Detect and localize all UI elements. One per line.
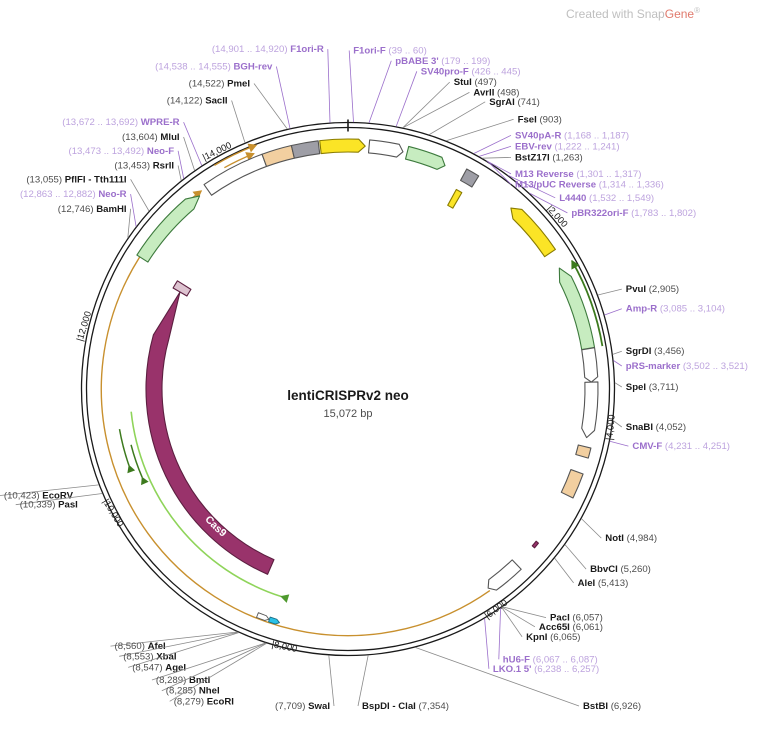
svg-text:M13 Reverse (1,301 .. 1,317): M13 Reverse (1,301 .. 1,317) — [515, 168, 641, 179]
svg-text:SnaBI (4,052): SnaBI (4,052) — [626, 422, 686, 433]
svg-text:pBABE 3' (179 .. 199): pBABE 3' (179 .. 199) — [395, 55, 490, 66]
svg-text:BspDI - ClaI (7,354): BspDI - ClaI (7,354) — [362, 701, 449, 712]
svg-text:(14,522) PmeI: (14,522) PmeI — [189, 78, 251, 89]
svg-text:SgrAI (741): SgrAI (741) — [489, 96, 540, 107]
svg-text:(13,672 .. 13,692) WPRE-R: (13,672 .. 13,692) WPRE-R — [62, 117, 179, 128]
svg-text:SgrDI (3,456): SgrDI (3,456) — [626, 346, 685, 357]
svg-text:(13,055) PflFI - Tth111I: (13,055) PflFI - Tth111I — [26, 174, 127, 185]
svg-text:AleI (5,413): AleI (5,413) — [578, 577, 629, 588]
svg-text:EBV-rev (1,222 .. 1,241): EBV-rev (1,222 .. 1,241) — [515, 141, 620, 152]
svg-text:PvuI (2,905): PvuI (2,905) — [626, 284, 679, 295]
svg-text:KpnI (6,065): KpnI (6,065) — [526, 631, 580, 642]
svg-text:|10,000: |10,000 — [101, 497, 126, 529]
svg-text:lentiCRISPRv2 neo: lentiCRISPRv2 neo — [287, 388, 409, 403]
svg-text:BstZ17I (1,263): BstZ17I (1,263) — [515, 152, 583, 163]
svg-text:(8,279) EcoRI: (8,279) EcoRI — [174, 696, 235, 707]
svg-text:pBR322ori-F (1,783 .. 1,802): pBR322ori-F (1,783 .. 1,802) — [571, 207, 696, 218]
svg-text:Amp-R (3,085 .. 3,104): Amp-R (3,085 .. 3,104) — [626, 303, 725, 314]
svg-text:(8,289) BmtI: (8,289) BmtI — [156, 675, 211, 686]
svg-text:SV40pro-F (426 .. 445): SV40pro-F (426 .. 445) — [421, 66, 521, 77]
svg-text:NotI (4,984): NotI (4,984) — [605, 533, 657, 544]
svg-text:15,072 bp: 15,072 bp — [324, 408, 373, 420]
svg-text:BstBI (6,926): BstBI (6,926) — [583, 701, 641, 712]
svg-text:(7,709) SwaI: (7,709) SwaI — [275, 701, 330, 712]
svg-text:BbvCI (5,260): BbvCI (5,260) — [590, 564, 651, 575]
svg-text:(10,339) PasI: (10,339) PasI — [20, 499, 78, 510]
svg-text:|12,000: |12,000 — [75, 310, 93, 342]
svg-text:(12,746) BamHI: (12,746) BamHI — [58, 203, 127, 214]
svg-text:(13,473 .. 13,492) Neo-F: (13,473 .. 13,492) Neo-F — [69, 145, 175, 156]
svg-text:M13/pUC Reverse (1,314 .. 1,33: M13/pUC Reverse (1,314 .. 1,336) — [515, 179, 664, 190]
svg-text:|4,000: |4,000 — [604, 414, 616, 441]
svg-text:Created with SnapGene®: Created with SnapGene® — [566, 6, 700, 21]
svg-text:L4440 (1,532 .. 1,549): L4440 (1,532 .. 1,549) — [559, 192, 654, 203]
svg-text:|14,000: |14,000 — [201, 140, 233, 162]
svg-text:(13,604) MluI: (13,604) MluI — [122, 132, 180, 143]
svg-text:(14,122) SacII: (14,122) SacII — [167, 95, 228, 106]
svg-text:CMV-F (4,231 .. 4,251): CMV-F (4,231 .. 4,251) — [632, 441, 730, 452]
svg-text:pRS-marker (3,502 .. 3,521): pRS-marker (3,502 .. 3,521) — [626, 361, 748, 372]
svg-text:SpeI (3,711): SpeI (3,711) — [626, 382, 679, 393]
svg-text:(12,863 .. 12,882) Neo-R: (12,863 .. 12,882) Neo-R — [20, 189, 127, 200]
svg-text:LKO.1 5' (6,238 .. 6,257): LKO.1 5' (6,238 .. 6,257) — [493, 663, 599, 674]
svg-text:FseI (903): FseI (903) — [518, 114, 562, 125]
svg-text:(13,453) RsrII: (13,453) RsrII — [114, 160, 174, 171]
svg-text:SV40pA-R (1,168 .. 1,187): SV40pA-R (1,168 .. 1,187) — [515, 130, 629, 141]
svg-text:(14,538 .. 14,555) BGH-rev: (14,538 .. 14,555) BGH-rev — [155, 61, 273, 72]
svg-text:|8,000: |8,000 — [271, 639, 298, 654]
svg-text:(8,285) NheI: (8,285) NheI — [166, 685, 220, 696]
svg-text:(14,901 .. 14,920) F1ori-R: (14,901 .. 14,920) F1ori-R — [212, 44, 324, 55]
